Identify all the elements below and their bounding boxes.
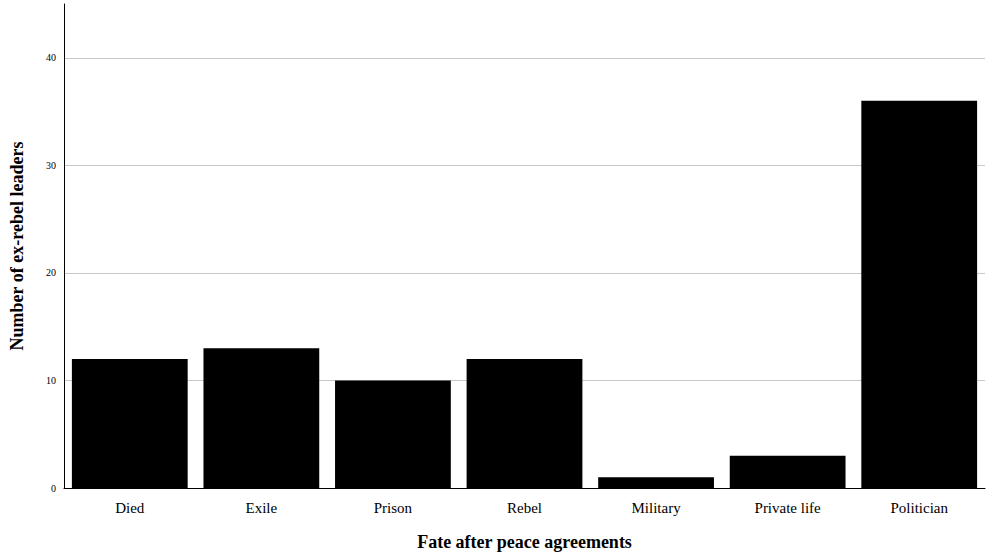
svg-text:Rebel: Rebel xyxy=(507,500,542,516)
svg-text:Fate after peace agreements: Fate after peace agreements xyxy=(417,532,632,552)
svg-text:30: 30 xyxy=(46,160,56,171)
svg-text:Politician: Politician xyxy=(890,500,948,516)
svg-text:10: 10 xyxy=(46,375,56,386)
svg-text:20: 20 xyxy=(46,267,56,278)
svg-text:Private life: Private life xyxy=(755,500,822,516)
svg-text:Exile: Exile xyxy=(246,500,278,516)
svg-text:0: 0 xyxy=(51,483,56,494)
svg-text:Number of ex-rebel leaders: Number of ex-rebel leaders xyxy=(7,142,27,351)
svg-text:Died: Died xyxy=(115,500,145,516)
svg-text:40: 40 xyxy=(46,52,56,63)
svg-text:Prison: Prison xyxy=(374,500,413,516)
svg-text:Military: Military xyxy=(631,500,681,516)
